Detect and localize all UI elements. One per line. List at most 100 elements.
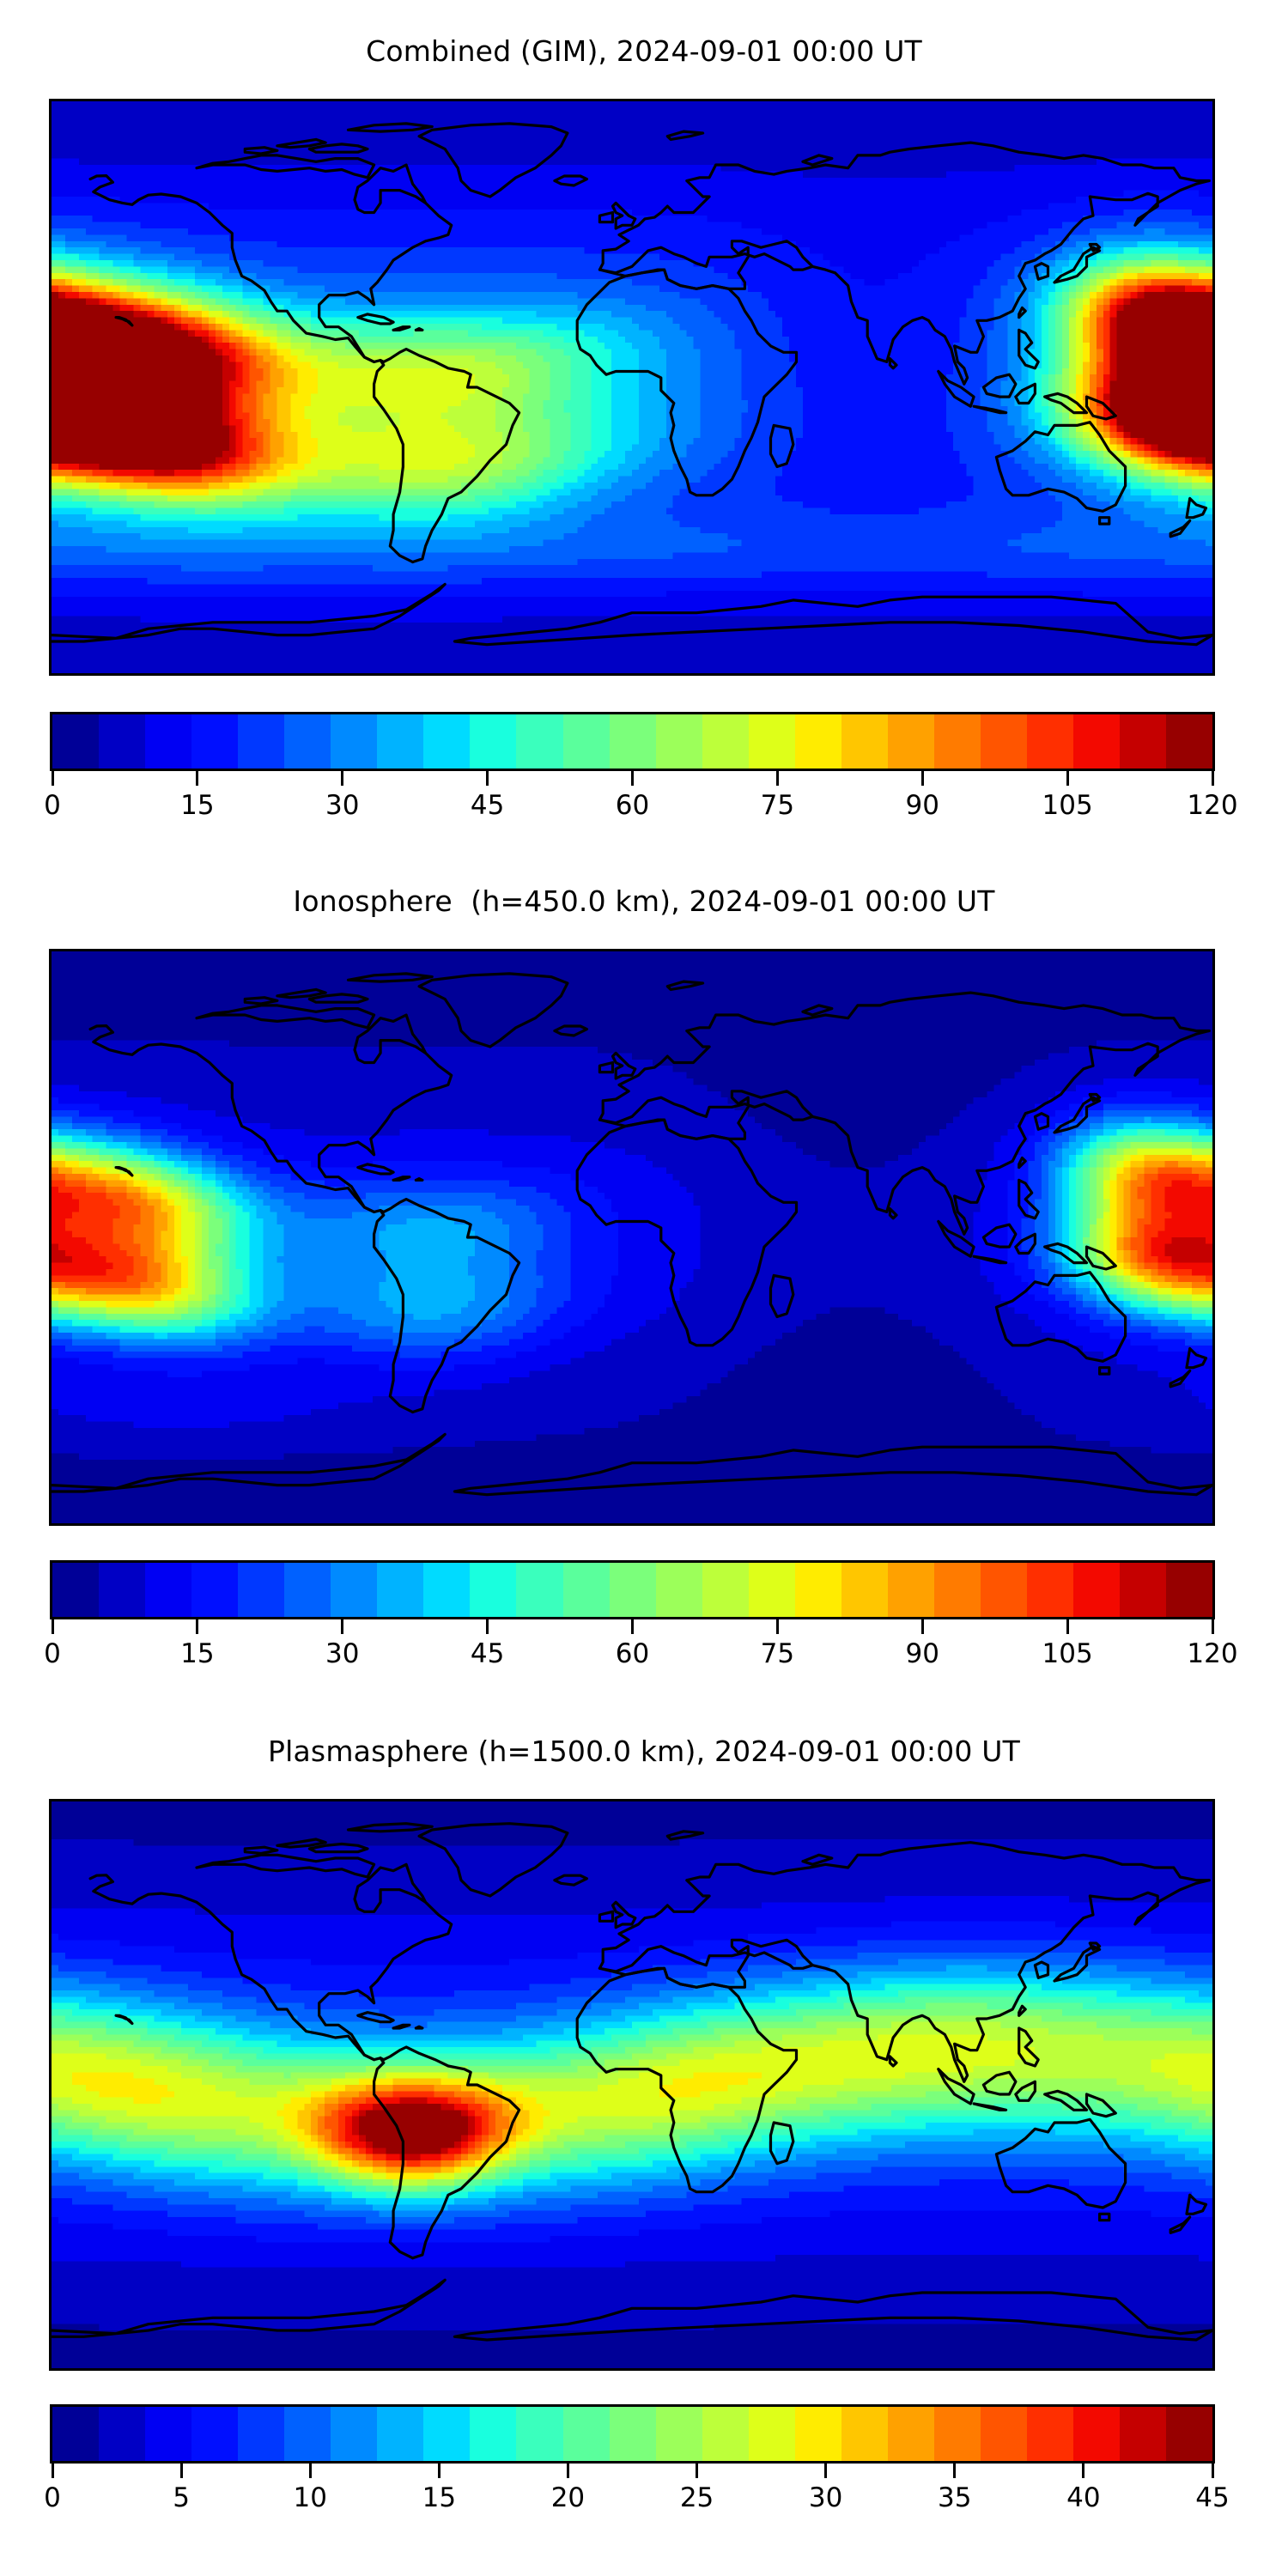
colorbar-segment bbox=[377, 714, 424, 769]
colorbar-segment bbox=[1026, 1563, 1074, 1617]
colorbar-segment bbox=[980, 714, 1027, 769]
colorbar-segment bbox=[887, 714, 934, 769]
coastlines bbox=[52, 1822, 1212, 2342]
colorbar-tick-label: 15 bbox=[180, 790, 215, 821]
colorbar-segment bbox=[794, 714, 841, 769]
colorbar-segment bbox=[841, 1563, 888, 1617]
colorbar-segment bbox=[655, 2407, 702, 2461]
colorbar-segment bbox=[794, 2407, 841, 2461]
map-plasmasphere bbox=[49, 1799, 1215, 2371]
map-ionosphere bbox=[49, 949, 1215, 1526]
colorbar-tick bbox=[775, 1619, 779, 1634]
colorbar-segment bbox=[238, 2407, 285, 2461]
colorbar-tick-label: 0 bbox=[44, 790, 61, 821]
colorbar-tick-label: 60 bbox=[615, 790, 650, 821]
colorbar-segment bbox=[562, 1563, 610, 1617]
colorbar-tick bbox=[341, 771, 344, 786]
colorbar-segment bbox=[933, 2407, 981, 2461]
colorbar-tick-label: 120 bbox=[1187, 1638, 1238, 1669]
colorbar-combined-gim: 0 15 30 45 60 75 90 105 120 bbox=[44, 712, 1238, 821]
colorbar-segment bbox=[748, 2407, 795, 2461]
colorbar-tick bbox=[1066, 1619, 1069, 1634]
colorbar-segment bbox=[284, 1563, 331, 1617]
colorbar-tick bbox=[308, 2464, 312, 2478]
colorbar-tick-label: 15 bbox=[180, 1638, 215, 1669]
colorbar-segment bbox=[609, 714, 656, 769]
coastlines bbox=[52, 972, 1212, 1497]
colorbar-tick-label: 75 bbox=[760, 1638, 795, 1669]
colorbar-segment bbox=[1120, 1563, 1167, 1617]
colorbar-segment bbox=[145, 2407, 192, 2461]
colorbar-segment bbox=[191, 714, 239, 769]
colorbar-tick-label: 30 bbox=[325, 790, 360, 821]
colorbar-segment bbox=[470, 2407, 517, 2461]
colorbar-segment bbox=[238, 1563, 285, 1617]
map-canvas bbox=[52, 1801, 1212, 2368]
colorbar-tick bbox=[486, 771, 489, 786]
colorbar-segment bbox=[1166, 1563, 1212, 1617]
colorbar-segment bbox=[1026, 2407, 1074, 2461]
colorbar-segment bbox=[52, 1563, 100, 1617]
colorbar-segment bbox=[52, 714, 100, 769]
colorbar-tick bbox=[51, 2464, 54, 2478]
colorbar-tick-label: 105 bbox=[1042, 790, 1093, 821]
colorbar-tick bbox=[341, 1619, 344, 1634]
colorbar-segment bbox=[655, 714, 702, 769]
panel-title-plasmasphere: Plasmasphere (h=1500.0 km), 2024-09-01 0… bbox=[268, 1735, 1020, 1768]
colorbar-segment bbox=[980, 2407, 1027, 2461]
colorbar-segment bbox=[423, 714, 471, 769]
colorbar-gradient-3 bbox=[50, 2404, 1215, 2464]
colorbar-segment bbox=[1026, 714, 1074, 769]
colorbar-segment bbox=[516, 2407, 563, 2461]
colorbar-tick-label: 25 bbox=[679, 2482, 714, 2513]
colorbar-segment bbox=[562, 714, 610, 769]
colorbar-tick bbox=[920, 771, 924, 786]
colorbar-tick bbox=[196, 1619, 199, 1634]
colorbar-segment bbox=[238, 714, 285, 769]
colorbar-tick bbox=[1066, 771, 1069, 786]
colorbar-segment bbox=[887, 1563, 934, 1617]
colorbar-tick bbox=[631, 771, 634, 786]
colorbar-segment bbox=[841, 714, 888, 769]
colorbar-segment bbox=[423, 2407, 471, 2461]
colorbar-plasmasphere: 0 5 10 15 20 25 30 35 40 45 bbox=[44, 2404, 1230, 2513]
colorbar-tick-label: 105 bbox=[1042, 1638, 1093, 1669]
colorbar-segment bbox=[284, 2407, 331, 2461]
colorbar-segment bbox=[794, 1563, 841, 1617]
colorbar-tick-label: 90 bbox=[905, 790, 939, 821]
colorbar-segment bbox=[284, 714, 331, 769]
panel-title-combined-gim: Combined (GIM), 2024-09-01 00:00 UT bbox=[366, 34, 922, 68]
colorbar-segment bbox=[841, 2407, 888, 2461]
colorbar-segment bbox=[99, 1563, 146, 1617]
colorbar-tick-label: 0 bbox=[44, 2482, 61, 2513]
colorbar-tick-label: 75 bbox=[760, 790, 795, 821]
colorbar-segment bbox=[423, 1563, 471, 1617]
colorbar-tick-label: 10 bbox=[293, 2482, 327, 2513]
coastlines bbox=[52, 122, 1212, 647]
colorbar-segment bbox=[516, 714, 563, 769]
colorbar-segment bbox=[1073, 1563, 1121, 1617]
colorbar-segment bbox=[52, 2407, 100, 2461]
panel-title-ionosphere: Ionosphere (h=450.0 km), 2024-09-01 00:0… bbox=[293, 884, 995, 918]
colorbar-tick-label: 60 bbox=[615, 1638, 650, 1669]
colorbar-segment bbox=[145, 714, 192, 769]
colorbar-segment bbox=[1120, 714, 1167, 769]
colorbar-segment bbox=[470, 714, 517, 769]
colorbar-segment bbox=[702, 714, 749, 769]
colorbar-segment bbox=[980, 1563, 1027, 1617]
colorbar-segment bbox=[1073, 714, 1121, 769]
map-canvas bbox=[52, 101, 1212, 673]
colorbar-segment bbox=[887, 2407, 934, 2461]
colorbar-segment bbox=[377, 2407, 424, 2461]
colorbar-tick bbox=[920, 1619, 924, 1634]
colorbar-tick bbox=[1211, 771, 1214, 786]
colorbar-segment bbox=[331, 1563, 378, 1617]
colorbar-segment bbox=[933, 714, 981, 769]
colorbar-segment bbox=[609, 2407, 656, 2461]
colorbar-tick-label: 90 bbox=[905, 1638, 939, 1669]
colorbar-segment bbox=[99, 2407, 146, 2461]
colorbar-segment bbox=[331, 714, 378, 769]
map-combined-gim bbox=[49, 99, 1215, 676]
colorbar-segment bbox=[191, 2407, 239, 2461]
colorbar-segment bbox=[470, 1563, 517, 1617]
